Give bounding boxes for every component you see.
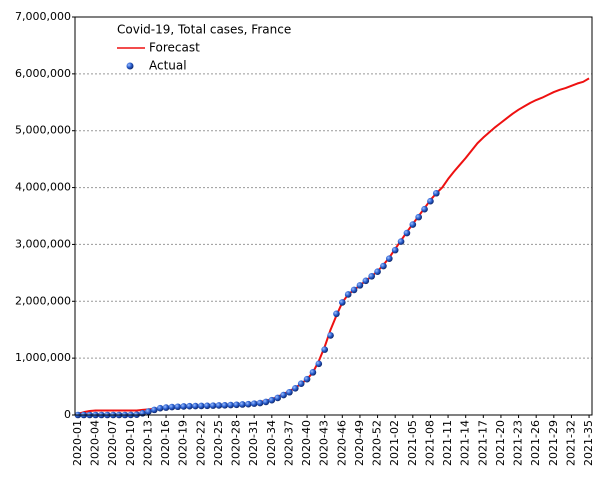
y-tick-label: 7,000,000 — [15, 10, 71, 23]
x-tick-label: 2020-40 — [300, 420, 313, 466]
y-tick-label: 5,000,000 — [15, 124, 71, 137]
plot-marks — [74, 77, 590, 419]
actual-point — [427, 197, 434, 205]
x-tick-label: 2020-19 — [177, 420, 190, 466]
actual-point — [415, 213, 422, 221]
actual-point — [239, 401, 246, 408]
grid — [72, 16, 592, 418]
actual-point — [333, 310, 340, 318]
actual-point — [350, 286, 358, 294]
actual-point — [286, 388, 293, 396]
x-tick-label: 2020-37 — [282, 420, 295, 466]
y-tick-label: 6,000,000 — [15, 67, 71, 80]
x-tick-label: 2021-23 — [512, 420, 525, 466]
actual-point — [362, 277, 370, 285]
actual-point — [433, 189, 440, 197]
actual-point — [327, 332, 334, 339]
actual-point — [180, 403, 187, 410]
y-tick-label: 1,000,000 — [15, 351, 71, 364]
actual-point — [168, 403, 176, 411]
x-tick-label: 2020-46 — [335, 420, 348, 466]
actual-point — [162, 404, 170, 411]
actual-point — [203, 402, 211, 410]
actual-point — [221, 402, 229, 409]
x-tick-label: 2020-10 — [124, 420, 137, 466]
actual-point — [139, 409, 146, 417]
x-tick-label: 2020-31 — [247, 420, 260, 466]
actual-point — [374, 268, 381, 276]
actual-point — [233, 401, 240, 409]
actual-point — [250, 400, 258, 407]
actual-point — [380, 262, 387, 270]
actual-point — [297, 380, 305, 388]
actual-point — [391, 246, 399, 254]
actual-point — [245, 400, 252, 408]
actual-point — [262, 398, 270, 406]
legend-label: Actual — [149, 59, 187, 73]
actual-point — [397, 238, 405, 245]
x-tick-label: 2021-08 — [423, 420, 436, 466]
x-tick-label: 2020-04 — [89, 420, 102, 466]
actual-point — [344, 291, 352, 298]
x-tick-label: 2021-20 — [494, 420, 507, 466]
legend-label: Forecast — [149, 41, 200, 55]
actual-point — [209, 402, 217, 409]
actual-point — [421, 205, 428, 213]
actual-point — [309, 369, 317, 376]
x-tick-label: 2021-05 — [406, 420, 419, 466]
actual-point — [174, 403, 182, 411]
x-tick-label: 2020-16 — [159, 420, 172, 466]
x-tick-label: 2021-02 — [388, 420, 401, 466]
x-tick-label: 2020-13 — [141, 420, 154, 466]
x-tick-label: 2021-29 — [547, 420, 560, 466]
y-tick-label: 2,000,000 — [15, 294, 71, 307]
actual-point — [409, 221, 417, 228]
legend-swatch — [126, 62, 134, 70]
y-tick-label: 4,000,000 — [15, 181, 71, 194]
actual-point — [403, 229, 411, 237]
actual-point — [280, 391, 287, 399]
x-tick-label: 2020-25 — [212, 420, 225, 466]
actual-point — [215, 402, 223, 409]
actual-point — [145, 408, 152, 415]
x-tick-label: 2021-14 — [459, 420, 472, 466]
plot-frame — [74, 16, 593, 416]
forecast-line — [77, 77, 590, 415]
x-tick-label: 2020-07 — [106, 420, 119, 466]
actual-point — [192, 402, 199, 410]
x-tick-label: 2021-17 — [476, 420, 489, 466]
x-tick-label: 2020-49 — [353, 420, 366, 466]
actual-point — [321, 346, 328, 353]
x-tick-label: 2021-35 — [582, 420, 595, 466]
x-tick-label: 2021-11 — [441, 420, 454, 466]
x-tick-label: 2020-52 — [371, 420, 384, 466]
y-tick-label: 0 — [64, 408, 71, 421]
actual-point — [268, 396, 276, 404]
actual-point — [292, 384, 299, 392]
actual-point — [315, 360, 323, 368]
x-tick-label: 2020-22 — [194, 420, 207, 466]
actual-point — [186, 402, 193, 410]
x-tick-label: 2020-28 — [230, 420, 243, 466]
actual-point — [368, 272, 375, 280]
actual-point — [339, 299, 346, 306]
x-tick-label: 2020-34 — [265, 420, 278, 466]
x-tick-label: 2021-26 — [529, 420, 542, 466]
actual-point — [156, 404, 164, 412]
actual-point — [274, 394, 281, 402]
actual-point — [303, 375, 311, 383]
actual-point — [198, 402, 205, 410]
chart-title: Covid-19, Total cases, France — [117, 23, 291, 37]
actual-point — [386, 255, 393, 262]
x-tick-label: 2020-01 — [71, 420, 84, 466]
y-tick-label: 3,000,000 — [15, 237, 71, 250]
actual-point — [256, 399, 264, 407]
x-tick-label: 2021-32 — [564, 420, 577, 466]
actual-point — [356, 282, 364, 289]
x-tick-label: 2020-43 — [318, 420, 331, 466]
labels: 0 1,000,000 2,000,000 3,000,000 4,000,000 5,0… — [15, 10, 595, 466]
actual-point — [227, 401, 234, 409]
actual-point — [151, 406, 158, 414]
